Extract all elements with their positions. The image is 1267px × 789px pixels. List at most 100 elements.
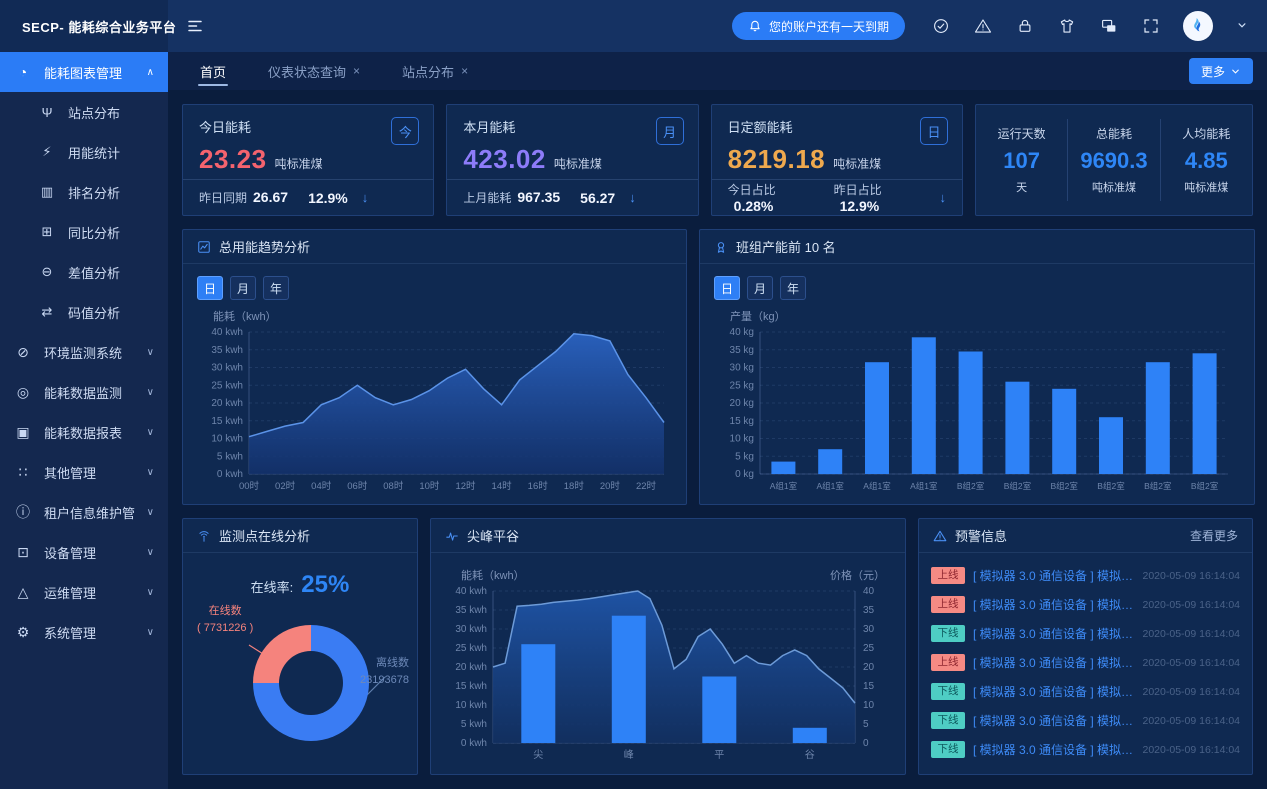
ops-icon: △: [17, 583, 29, 600]
sidebar-item-energy-report[interactable]: ▣ 能耗数据报表 ∨: [0, 412, 168, 452]
alert-row[interactable]: 上线 [ 模拟器 3.0 通信设备 ] 模拟器 3.0... 2020-05-09 …: [931, 590, 1240, 619]
donut-chart[interactable]: 在线数( 7731226 ) 离线数 23193678: [197, 603, 409, 769]
alert-row[interactable]: 上线 [ 模拟器 3.0 通信设备 ] 模拟器 3.0... 2020-05-09 …: [931, 561, 1240, 590]
kpi-footer-item: 56.27: [574, 190, 615, 206]
tab-close-icon[interactable]: ×: [461, 64, 469, 78]
svg-text:40: 40: [863, 586, 875, 597]
alerts-list: 上线 [ 模拟器 3.0 通信设备 ] 模拟器 3.0... 2020-05-09 …: [919, 553, 1252, 764]
kpi-footer-item: 昨日同期 26.67: [199, 189, 289, 205]
svg-text:5: 5: [863, 719, 869, 730]
tab-close-icon[interactable]: ×: [353, 64, 361, 78]
svg-text:35 kg: 35 kg: [730, 345, 754, 356]
sidebar-item-chart-mgmt[interactable]: ◔ 能耗图表管理 ∧: [0, 52, 168, 92]
sidebar-item-site-distribution[interactable]: Ψ 站点分布: [0, 92, 168, 132]
alert-text: [ 模拟器 3.0 通信设备 ] 模拟器 3.0...: [973, 656, 1135, 670]
badge-check-icon[interactable]: [931, 16, 951, 36]
warning-icon[interactable]: [973, 16, 993, 36]
avatar[interactable]: [1183, 11, 1213, 41]
sidebar-item-ranking-analysis[interactable]: ▥ 排名分析: [0, 172, 168, 212]
sidebar-item-yoy-analysis[interactable]: ⊞ 同比分析: [0, 212, 168, 252]
fullscreen-icon[interactable]: [1141, 16, 1161, 36]
stat-value: 107: [1003, 148, 1040, 173]
sidebar-item-energy-stats[interactable]: ⚡ 用能统计: [0, 132, 168, 172]
svg-text:10 kwh: 10 kwh: [211, 434, 243, 445]
kpi-card-2: 日定额能耗 日 8219.18 吨标准煤 今日占比0.28% 昨日占比12.9% ↓: [710, 104, 963, 216]
svg-text:14时: 14时: [492, 480, 513, 492]
kpi-value: 423.02: [463, 144, 546, 174]
sidebar-item-other-mgmt[interactable]: ∷ 其他管理 ∨: [0, 452, 168, 492]
svg-text:18时: 18时: [564, 480, 585, 492]
svg-text:B组2室: B组2室: [1191, 481, 1219, 491]
team-period-tabs: 日月年: [714, 276, 1240, 300]
svg-text:30: 30: [863, 624, 875, 635]
tab-首页[interactable]: 首页: [182, 52, 244, 90]
kpi-footer-item: 昨日占比12.9%: [833, 183, 882, 214]
more-button[interactable]: 更多: [1188, 58, 1253, 84]
svg-text:5 kg: 5 kg: [735, 451, 754, 462]
gear-icon: ⚙: [16, 623, 30, 640]
sidebar-item-env-monitor[interactable]: ⊘ 环境监测系统 ∨: [0, 332, 168, 372]
period-tab-月[interactable]: 月: [747, 276, 774, 300]
stat-unit: 吨标准煤: [1091, 182, 1136, 194]
stat-2: 人均能耗 4.85 吨标准煤: [1159, 119, 1252, 201]
stat-unit: 天: [1016, 182, 1028, 194]
sidebar-item-diff-analysis[interactable]: ⊖ 差值分析: [0, 252, 168, 292]
svg-text:平: 平: [714, 750, 724, 761]
sidebar-item-device-mgmt[interactable]: ⊡ 设备管理 ∨: [0, 532, 168, 572]
alert-row[interactable]: 上线 [ 模拟器 3.0 通信设备 ] 模拟器 3.0... 2020-05-09 …: [931, 648, 1240, 677]
svg-text:B组2室: B组2室: [1050, 481, 1078, 491]
alert-status-badge: 上线: [931, 567, 965, 584]
period-tab-日[interactable]: 日: [714, 276, 741, 300]
alert-time: 2020-05-09 16:14:04: [1142, 656, 1241, 669]
bar-chart-icon: ▥: [40, 184, 54, 199]
svg-text:0: 0: [863, 738, 869, 749]
svg-text:35: 35: [863, 605, 875, 616]
alert-row[interactable]: 下线 [ 模拟器 3.0 通信设备 ] 模拟器 3.0... 2020-05-09 …: [931, 735, 1240, 764]
swap-icon: ⇄: [41, 304, 53, 319]
view-more-link[interactable]: 查看更多: [1189, 529, 1238, 543]
menu-collapse-icon[interactable]: [186, 17, 204, 35]
tab-站点分布[interactable]: 站点分布 ×: [384, 52, 486, 90]
period-tab-日[interactable]: 日: [197, 276, 224, 300]
alert-time: 2020-05-09 16:14:04: [1142, 598, 1241, 611]
donut-ring: [253, 625, 369, 741]
sidebar-item-system-mgmt[interactable]: ⚙ 系统管理 ∨: [0, 612, 168, 652]
trend-area-chart[interactable]: 0 kwh 5 kwh 10 kwh 15 kwh 20 kwh 25 kwh 30 kwh…: [197, 326, 674, 496]
alert-text: [ 模拟器 3.0 通信设备 ] 模拟器 3.0...: [973, 627, 1135, 641]
stat-label: 人均能耗: [1182, 127, 1231, 141]
svg-text:16时: 16时: [528, 480, 549, 492]
alert-time: 2020-05-09 16:14:04: [1142, 627, 1241, 640]
peak-valley-chart[interactable]: 0 kwh 0 5 kwh 5 10 kwh 10 15 kwh 15 20 kwh 20 25 k…: [445, 585, 891, 765]
period-tab-年[interactable]: 年: [263, 276, 290, 300]
skin-icon[interactable]: [1057, 16, 1077, 36]
top-header: SECP- 能耗综合业务平台 您的账户还有一天到期: [0, 0, 1267, 52]
kpi-footer-item: 上月能耗 967.35: [463, 189, 561, 205]
sidebar-item-code-analysis[interactable]: ⇄ 码值分析: [0, 292, 168, 332]
sidebar-item-label: 站点分布: [68, 105, 121, 121]
team-bar-chart[interactable]: 0 kg 5 kg 10 kg 15 kg 20 kg 25 kg 30 kg 35 kg 40…: [714, 326, 1240, 496]
sidebar-item-tenant-info[interactable]: ⓘ 租户信息维护管理 ∨: [0, 492, 168, 532]
chevron-down-icon[interactable]: [1235, 18, 1249, 35]
kpi-footer-value: 12.9%: [308, 189, 348, 206]
svg-text:20 kwh: 20 kwh: [455, 662, 487, 673]
tab-label: 站点分布: [402, 64, 455, 80]
windows-icon[interactable]: [1099, 16, 1119, 36]
tab-仪表状态查询[interactable]: 仪表状态查询 ×: [250, 52, 378, 90]
alert-status-badge: 下线: [931, 683, 965, 700]
kpi-footer-value: 26.67: [253, 189, 289, 205]
period-tab-年[interactable]: 年: [780, 276, 807, 300]
alert-time: 2020-05-09 16:14:04: [1142, 743, 1241, 756]
alert-text: [ 模拟器 3.0 通信设备 ] 模拟器 3.0...: [973, 743, 1135, 757]
info-circle-icon: ⓘ: [16, 504, 30, 520]
line-chart-icon: [198, 240, 210, 253]
alert-row[interactable]: 下线 [ 模拟器 3.0 通信设备 ] 模拟器 3.0... 2020-05-09 …: [931, 619, 1240, 648]
lock-icon[interactable]: [1015, 16, 1035, 36]
leaf-icon: ⊘: [17, 343, 29, 360]
sidebar-item-energy-monitor[interactable]: ◎ 能耗数据监测 ∨: [0, 372, 168, 412]
account-expiry-notice[interactable]: 您的账户还有一天到期: [731, 12, 905, 40]
alert-row[interactable]: 下线 [ 模拟器 3.0 通信设备 ] 模拟器 3.0... 2020-05-09 …: [931, 677, 1240, 706]
alert-row[interactable]: 下线 [ 模拟器 3.0 通信设备 ] 模拟器 3.0... 2020-05-09 …: [931, 706, 1240, 735]
period-tab-月[interactable]: 月: [230, 276, 257, 300]
stat-label: 总能耗: [1095, 127, 1132, 141]
sidebar-item-ops-mgmt[interactable]: △ 运维管理 ∨: [0, 572, 168, 612]
